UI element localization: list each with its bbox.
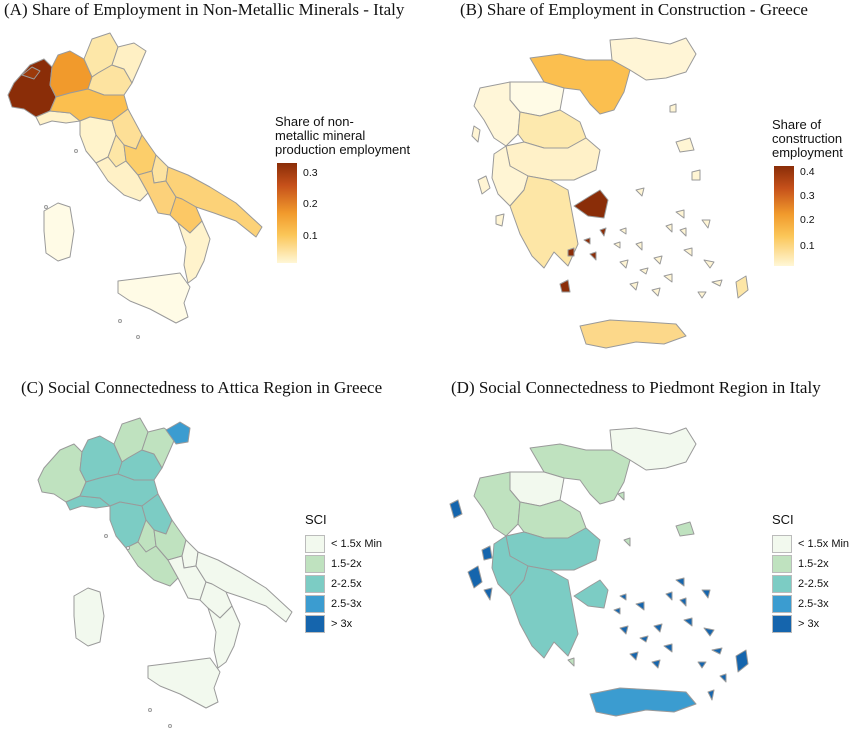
region-attica (573, 189, 609, 219)
region-peloponnese-sci (509, 565, 579, 659)
region-n-aegean-3-sci (617, 491, 625, 501)
region-peloponnese (509, 175, 579, 269)
panel-b-title: (B) Share of Employment in Construction … (460, 0, 808, 19)
legend-sci-d-item: < 1.5x Min (772, 534, 849, 554)
region-n-aegean-2 (691, 169, 701, 181)
region-epirus-sci (473, 471, 521, 537)
legend-swatch (772, 575, 792, 593)
region-calabria (177, 220, 211, 284)
legend-construction: Share of construction employment 0.4 0.3… (772, 117, 850, 266)
legend-label: 2-2.5x (331, 578, 362, 590)
region-friuli-sci (141, 427, 177, 469)
region-thessaly (517, 109, 587, 149)
region-n-aegean-2-sci (623, 537, 631, 547)
legend-sci-d-title: SCI (772, 512, 794, 527)
legend-sci-c-item: < 1.5x Min (305, 534, 382, 554)
legend-label: 1.5-2x (798, 558, 829, 570)
region-sardinia-sci (73, 587, 105, 647)
region-sicily (117, 272, 191, 324)
legend-sci-c: SCI < 1.5x Min 1.5-2x 2-2.5x 2.5-3x > 3x (305, 512, 425, 634)
legend-sci-c-item: 1.5-2x (305, 554, 362, 574)
legend-minerals-title: Share of non- metallic mineral productio… (275, 114, 411, 157)
construction-tick-1: 0.3 (800, 190, 815, 202)
region-epirus (473, 81, 521, 147)
legend-sci-d-item: > 3x (772, 614, 819, 634)
legend-swatch (305, 555, 325, 573)
region-friuli (111, 42, 147, 84)
minerals-tick-0: 0.3 (303, 167, 318, 179)
legend-label: > 3x (798, 618, 820, 630)
legend-label: 2.5-3x (331, 598, 362, 610)
region-calabria-sci (207, 605, 241, 669)
legend-swatch (305, 575, 325, 593)
construction-tick-3: 0.1 (800, 240, 815, 252)
legend-sci-c-item: > 3x (305, 614, 352, 634)
region-rhodes (735, 275, 749, 299)
legend-sci-c-title: SCI (305, 512, 327, 527)
region-attica-island-2 (559, 279, 571, 293)
legend-label: 2-2.5x (798, 578, 829, 590)
legend-sci-d-item: 1.5-2x (772, 554, 829, 574)
legend-swatch (772, 555, 792, 573)
construction-tick-0: 0.4 (800, 166, 815, 178)
region-ionian-1-sci (449, 499, 463, 519)
legend-label: < 1.5x Min (798, 538, 850, 550)
italy-minerals-map (7, 32, 263, 339)
region-ionian-3-sci (467, 565, 483, 589)
legend-sci-d-item: 2-2.5x (772, 574, 829, 594)
legend-label: 2.5-3x (798, 598, 829, 610)
region-thessaly-sci (517, 499, 587, 539)
region-attica-island-1 (567, 247, 575, 257)
legend-sci-d-item: 2.5-3x (772, 594, 829, 614)
region-ionian-2-sci (481, 545, 493, 561)
region-attica-island-3 (583, 237, 591, 245)
minerals-tick-2: 0.1 (303, 230, 318, 242)
region-trieste-sci (165, 421, 191, 445)
region-crete-sci (589, 687, 697, 717)
legend-label: > 3x (331, 618, 353, 630)
region-ionian-4-sci (483, 587, 493, 601)
region-sardinia (43, 202, 75, 262)
region-piedmont-sci (37, 443, 87, 503)
italy-sci-map (37, 417, 293, 728)
greece-sci-map (449, 427, 749, 717)
region-n-aegean-3 (669, 103, 677, 113)
panel-d-title: (D) Social Connectedness to Piedmont Reg… (451, 378, 821, 397)
legend-construction-title: Share of construction employment (772, 117, 843, 160)
region-sicily-sci (147, 657, 221, 709)
region-crete (579, 319, 687, 349)
region-attica-sci (573, 579, 609, 609)
minerals-tick-1: 0.2 (303, 198, 318, 210)
legend-swatch (305, 595, 325, 613)
panel-c-title: (C) Social Connectedness to Attica Regio… (21, 378, 383, 397)
legend-swatch (772, 595, 792, 613)
region-n-aegean-1-sci (675, 521, 695, 537)
region-ionian-1 (471, 125, 481, 143)
legend-swatch (772, 615, 792, 633)
legend-swatch (772, 535, 792, 553)
panel-a-title: (A) Share of Employment in Non-Metallic … (4, 0, 405, 19)
region-ionian-3 (495, 213, 505, 227)
minerals-gradient-bar (277, 163, 297, 263)
region-aosta (21, 66, 41, 80)
legend-swatch (305, 535, 325, 553)
region-rhodes-sci (735, 649, 749, 673)
legend-sci-c-item: 2.5-3x (305, 594, 362, 614)
region-attica-island-4 (589, 251, 597, 261)
legend-minerals: Share of non- metallic mineral productio… (275, 114, 415, 263)
legend-swatch (305, 615, 325, 633)
region-ionian-2 (477, 175, 491, 195)
greece-construction-map (471, 37, 749, 349)
legend-sci-d: SCI < 1.5x Min 1.5-2x 2-2.5x 2.5-3x > 3x (772, 512, 850, 634)
legend-sci-c-item: 2-2.5x (305, 574, 362, 594)
region-attica-island-5 (599, 227, 607, 237)
region-n-aegean-1 (675, 137, 695, 153)
legend-label: 1.5-2x (331, 558, 362, 570)
construction-tick-2: 0.2 (800, 214, 815, 226)
construction-gradient-bar (774, 166, 794, 266)
legend-label: < 1.5x Min (331, 538, 383, 550)
